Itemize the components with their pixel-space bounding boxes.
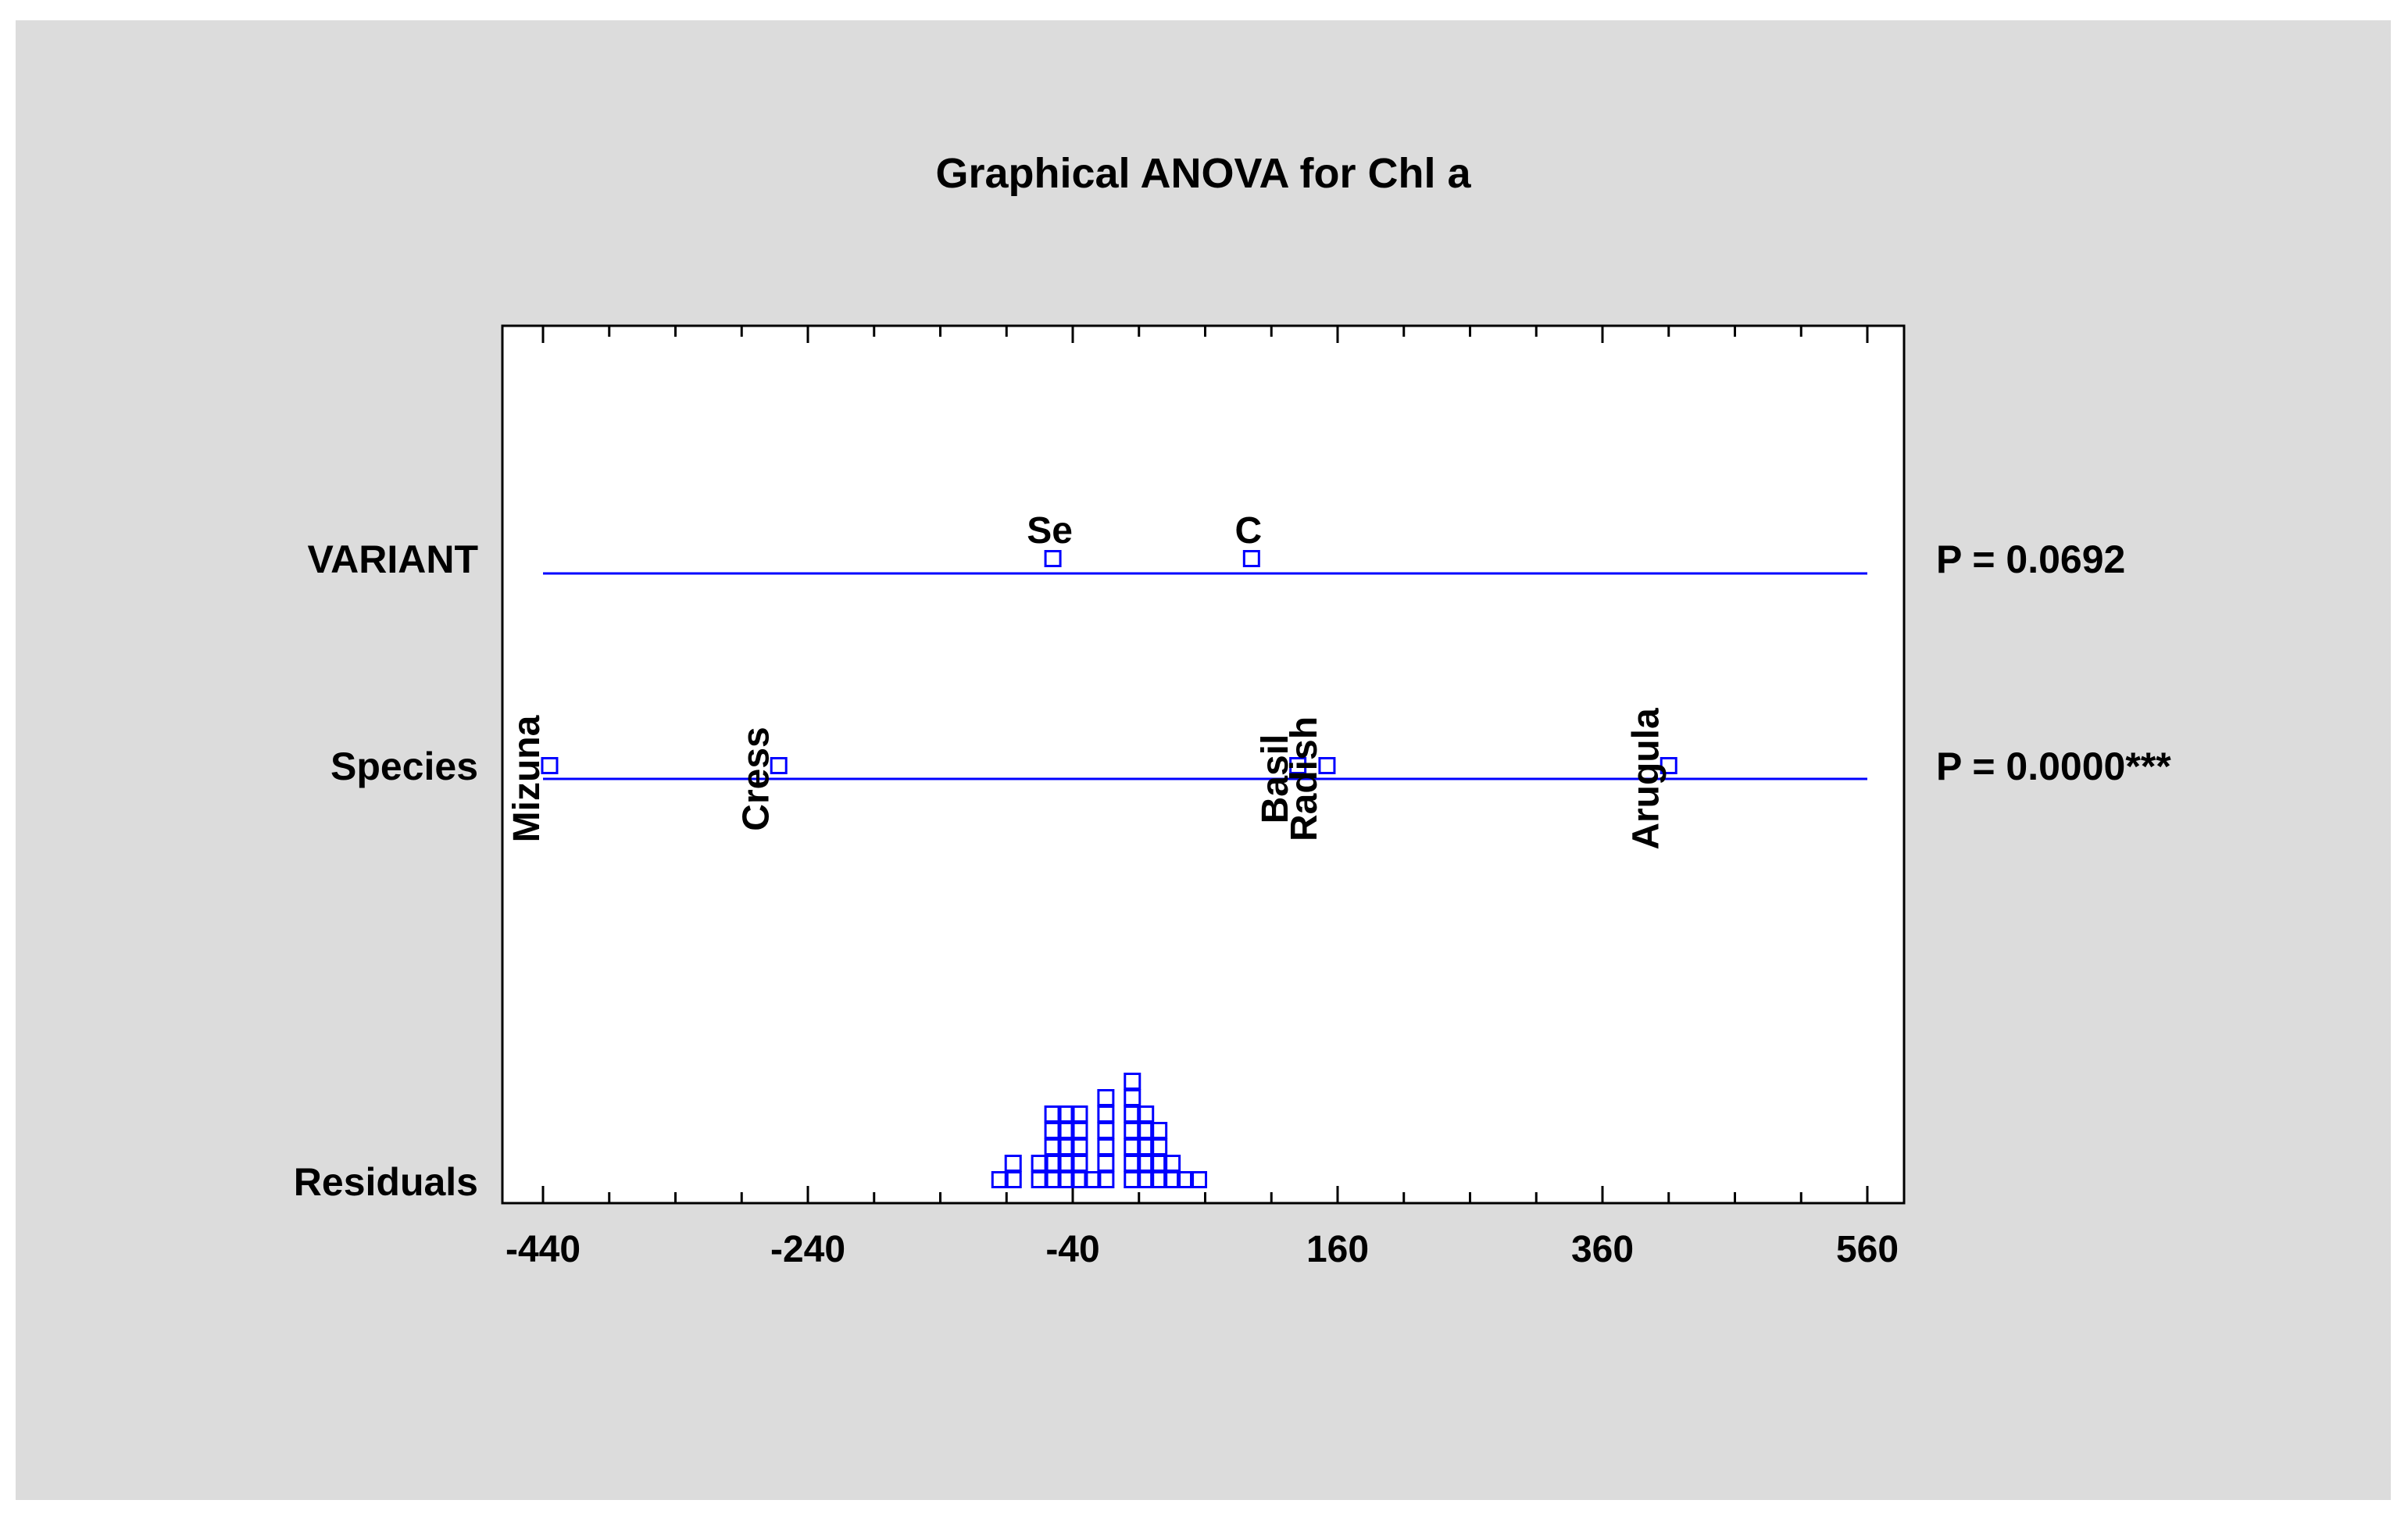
residual-marker — [1124, 1073, 1141, 1090]
level-label: C — [1234, 510, 1262, 552]
residual-marker — [1057, 1155, 1075, 1172]
chart-marks: -440 -240 -40 160 360 560 VARIANT P = 0.0692 Se C… — [294, 326, 2171, 1270]
residual-marker — [1031, 1155, 1049, 1172]
residual-marker — [1057, 1171, 1075, 1188]
residual-marker — [1177, 1171, 1195, 1188]
residual-marker — [1137, 1155, 1155, 1172]
level-marker — [1242, 550, 1260, 567]
row-label: VARIANT — [307, 538, 478, 581]
residual-marker — [1124, 1122, 1141, 1139]
residual-marker — [1070, 1122, 1088, 1139]
x-tick-label: 360 — [1571, 1229, 1634, 1270]
residual-marker — [1070, 1171, 1088, 1188]
residual-marker — [1124, 1171, 1141, 1188]
residual-marker — [1070, 1105, 1088, 1123]
row-label: Residuals — [294, 1160, 478, 1204]
residual-marker — [1190, 1171, 1208, 1188]
residual-marker — [1070, 1155, 1088, 1172]
residual-marker — [1150, 1155, 1168, 1172]
level-marker — [541, 757, 559, 774]
residual-marker — [1163, 1171, 1181, 1188]
residual-marker — [1070, 1138, 1088, 1155]
residual-marker — [1084, 1171, 1102, 1188]
residual-marker — [1124, 1105, 1141, 1123]
residual-marker — [1004, 1171, 1022, 1188]
residual-marker — [1163, 1155, 1181, 1172]
residual-marker — [1097, 1155, 1115, 1172]
chart-title: Graphical ANOVA for Chl a — [935, 150, 1471, 197]
level-label: Cress — [735, 727, 777, 830]
residual-marker — [1097, 1105, 1115, 1123]
residual-marker — [1097, 1171, 1115, 1188]
level-marker — [770, 757, 788, 774]
p-value-label: P = 0.0692 — [1936, 538, 2125, 581]
x-tick-label: -440 — [506, 1229, 581, 1270]
residual-marker — [1004, 1155, 1022, 1172]
level-label: Radish — [1284, 716, 1325, 841]
p-value-label: P = 0.0000*** — [1936, 745, 2171, 788]
level-marker — [1660, 757, 1677, 774]
residual-marker — [1057, 1138, 1075, 1155]
x-tick-label: -40 — [1045, 1229, 1099, 1270]
residual-marker — [1044, 1138, 1062, 1155]
residual-marker — [991, 1171, 1009, 1188]
level-label: Arugula — [1625, 708, 1667, 850]
residual-marker — [1097, 1122, 1115, 1139]
residual-marker — [1044, 1155, 1062, 1172]
residual-marker — [1097, 1089, 1115, 1106]
residual-marker — [1124, 1089, 1141, 1106]
level-label: Se — [1027, 510, 1073, 552]
plot-area — [501, 324, 1906, 1205]
x-tick-label: 560 — [1836, 1229, 1899, 1270]
residual-marker — [1057, 1122, 1075, 1139]
residual-marker — [1137, 1171, 1155, 1188]
residual-marker — [1150, 1171, 1168, 1188]
x-tick-label: -240 — [770, 1229, 845, 1270]
residual-marker — [1044, 1171, 1062, 1188]
level-marker — [1318, 757, 1336, 774]
residual-marker — [1137, 1122, 1155, 1139]
residual-marker — [1031, 1171, 1049, 1188]
residual-marker — [1124, 1155, 1141, 1172]
level-marker — [1044, 550, 1062, 567]
residual-marker — [1150, 1122, 1168, 1139]
level-label: Mizuna — [506, 715, 548, 842]
residual-marker — [1044, 1105, 1062, 1123]
residual-marker — [1044, 1122, 1062, 1139]
level-label: Basil — [1255, 734, 1296, 824]
row-label: Species — [330, 745, 478, 788]
residual-marker — [1150, 1138, 1168, 1155]
residual-marker — [1097, 1138, 1115, 1155]
residual-marker — [1137, 1138, 1155, 1155]
level-marker — [1289, 757, 1307, 774]
x-tick-label: 160 — [1306, 1229, 1369, 1270]
residual-marker — [1057, 1105, 1075, 1123]
residual-marker — [1137, 1105, 1155, 1123]
residual-marker — [1124, 1138, 1141, 1155]
